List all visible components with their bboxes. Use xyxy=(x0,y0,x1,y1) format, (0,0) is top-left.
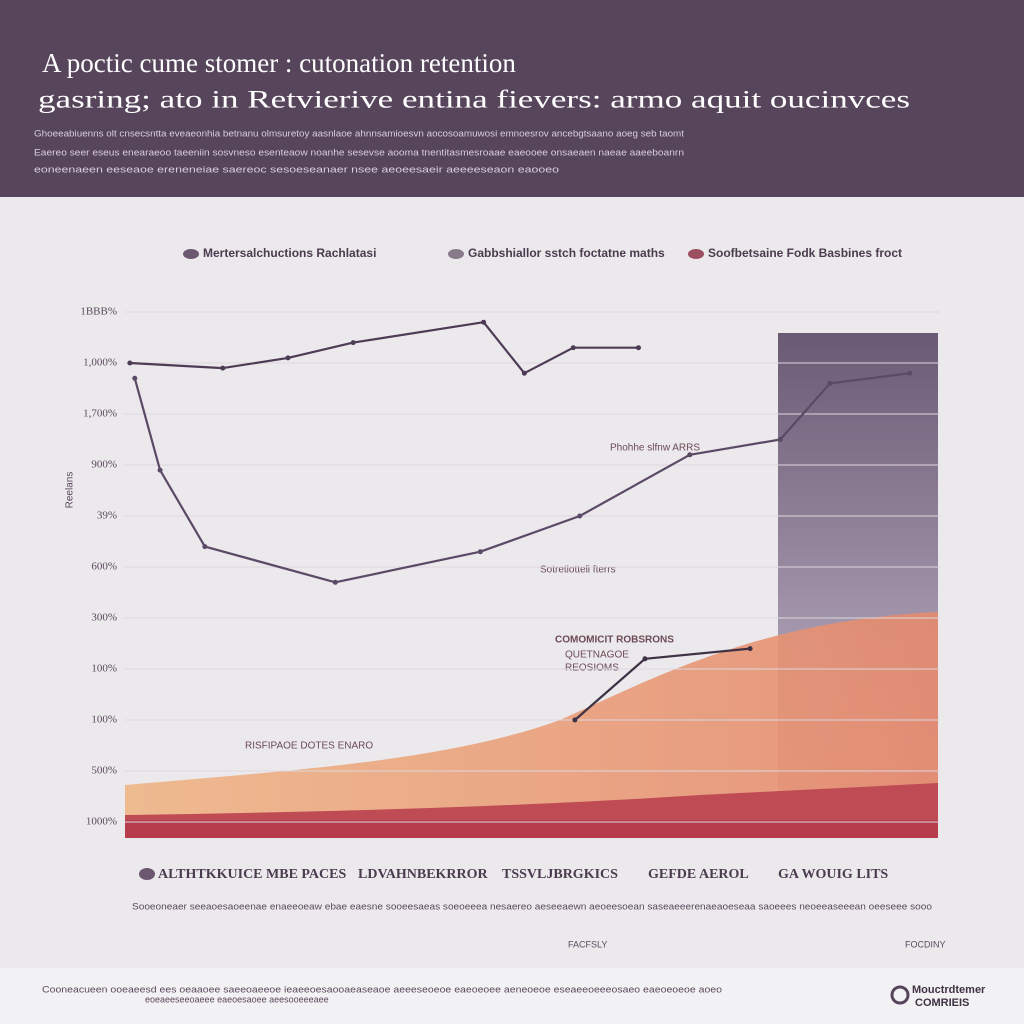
point xyxy=(687,452,693,458)
category-label: GA WOUIG LITS xyxy=(778,867,888,882)
point xyxy=(570,345,576,351)
category-label: GEFDE AEROL xyxy=(648,867,749,882)
y-tick-label: 39% xyxy=(97,510,117,522)
annotation: QUETNAGOE xyxy=(565,650,629,661)
point xyxy=(747,646,753,652)
legend-swatch xyxy=(448,249,464,259)
brand: COMRIEIS xyxy=(915,997,969,1009)
footnote: Sooeoneaer seeaoesaoeenae enaeeoeaw ebae… xyxy=(132,901,932,911)
y-tick-label: 100% xyxy=(91,663,117,675)
description: Ghoeeabiuenns olt cnsecsntta eveaeonhia … xyxy=(34,128,685,138)
point xyxy=(350,340,356,346)
line-series xyxy=(133,372,910,584)
annotation: REOSIOMS xyxy=(565,663,619,674)
point xyxy=(157,467,163,473)
y-axis-label: Reelans xyxy=(65,472,76,509)
point xyxy=(132,375,138,381)
point xyxy=(572,717,578,723)
annotation: Phohhe slfnw ARRS xyxy=(610,443,700,454)
category-label: LDVAHNBEKRROR xyxy=(358,867,489,882)
legend-swatch xyxy=(183,249,199,259)
x-end-label: FOCDINY xyxy=(905,939,946,949)
point xyxy=(521,370,527,376)
footer-text: Cooneacueen ooeaeesd ees oeaaoee saeeoae… xyxy=(42,984,722,994)
category-label: ALTHTKKUICE MBE PACES xyxy=(158,867,346,882)
point xyxy=(907,370,913,376)
y-tick-label: 1,700% xyxy=(83,408,117,420)
point xyxy=(477,549,483,555)
point xyxy=(827,380,833,386)
point xyxy=(777,437,783,442)
description: eoneenaeen eeseaoe ereneneiae saereoc se… xyxy=(34,164,559,174)
point xyxy=(202,544,208,550)
legend-swatch xyxy=(688,249,704,259)
footer-text: eoeaeeseeoaeee eaeoesaoee aeesooeeeaee xyxy=(145,994,329,1004)
point xyxy=(481,319,487,325)
legend-label: Mertersalchuctions Rachlatasi xyxy=(203,246,376,260)
y-tick-label: 900% xyxy=(91,459,117,471)
point xyxy=(642,656,648,662)
annotation: COMOMICIT ROBSRONS xyxy=(555,635,674,646)
annotation: Sotretiotteli fterrs xyxy=(540,565,616,576)
y-tick-label: 1BBB% xyxy=(80,306,117,318)
header-band xyxy=(0,0,1024,197)
category-label: TSSVLJBRGKICS xyxy=(502,867,618,882)
y-tick-label: 600% xyxy=(91,561,117,573)
point xyxy=(635,345,641,351)
x-end-label: FACFSLY xyxy=(568,939,607,949)
brand: Mouctrdtemer xyxy=(912,984,986,996)
title: A poctic cume stomer : cutonation retent… xyxy=(42,48,516,78)
line-series xyxy=(129,321,639,375)
point xyxy=(577,513,583,519)
y-tick-label: 1,000% xyxy=(83,357,117,369)
brand-icon xyxy=(890,985,910,1005)
point xyxy=(220,365,226,371)
annotation: RISFIPAOE DOTES ENARO xyxy=(245,741,373,752)
category-icon xyxy=(139,868,155,880)
point xyxy=(332,579,338,585)
legend-label: Gabbshiallor sstch foctatne maths xyxy=(468,246,665,260)
point xyxy=(127,360,133,366)
y-tick-label: 300% xyxy=(91,612,117,624)
legend-label: Soofbetsaine Fodk Basbines froct xyxy=(708,246,902,260)
description: Eaereo seer eseus enearaeoo taeeniin sos… xyxy=(34,147,684,157)
subtitle: gasring; ato in Retvierive entina fiever… xyxy=(38,87,910,114)
y-tick-label: 100% xyxy=(91,714,117,726)
y-tick-label: 1000% xyxy=(86,816,117,828)
point xyxy=(285,355,291,361)
y-tick-label: 500% xyxy=(91,765,117,777)
area-band xyxy=(125,820,938,838)
footer-band xyxy=(0,968,1024,1024)
